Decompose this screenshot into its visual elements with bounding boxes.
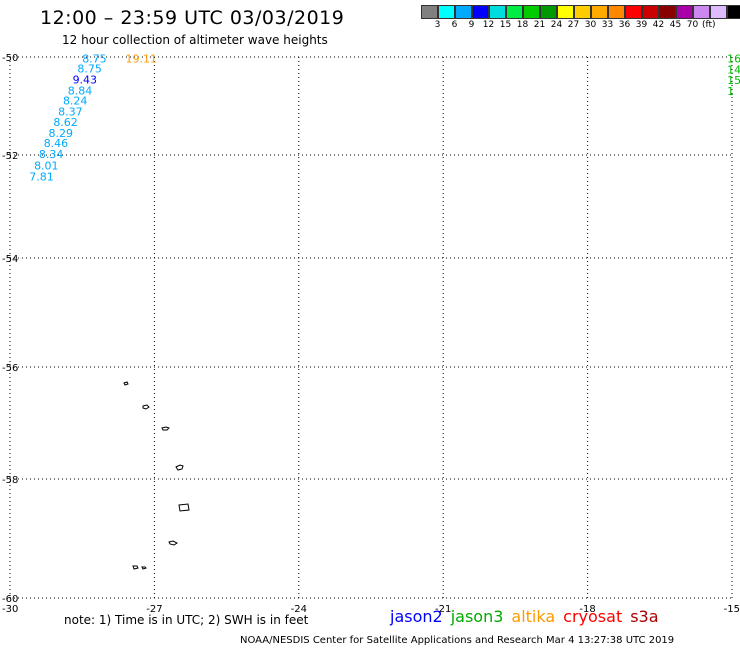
lat-label-5: -60 <box>2 594 18 605</box>
observation-value-13: 16 <box>727 52 740 65</box>
scale-tick-3: 12 <box>482 20 495 30</box>
page-title: 12:00 – 23:59 UTC 03/03/2019 <box>40 7 345 29</box>
scale-swatch-14 <box>659 5 676 19</box>
observation-value-15: 15 <box>727 74 740 87</box>
color-scale-ticks: 3 6 9 12 15 18 21 24 27 30 33 36 39 42 45 70 (ft) <box>429 19 740 31</box>
scale-tick-11: 36 <box>618 20 631 30</box>
observation-value-16: 1 <box>727 85 734 98</box>
island-outline-3 <box>175 464 184 471</box>
satellite-legend: jason2 jason3 altika cryosat s3a <box>390 607 667 626</box>
scale-swatch-9 <box>574 5 591 19</box>
observation-value-9: 8.34 <box>39 148 64 161</box>
scale-swatch-5 <box>506 5 523 19</box>
color-scale-swatches <box>421 5 740 19</box>
scale-tick-2: 9 <box>468 20 475 30</box>
observation-value-10: 8.01 <box>34 159 59 172</box>
island-outline-6 <box>132 565 139 570</box>
observation-value-12: 19.11 <box>126 52 157 65</box>
lon-label-0: -30 <box>2 604 18 615</box>
south-sandwich-islands <box>123 381 190 570</box>
scale-swatch-17 <box>710 5 727 19</box>
lat-label-1: -52 <box>2 151 18 162</box>
scale-swatch-0 <box>421 5 438 19</box>
scale-swatch-11 <box>608 5 625 19</box>
observation-value-4: 8.24 <box>63 95 88 108</box>
lon-label-5: -15 <box>724 604 740 615</box>
observation-value-2: 9.43 <box>73 74 98 87</box>
observation-value-6: 8.62 <box>53 116 78 129</box>
island-outline-2 <box>161 426 170 431</box>
scale-tick-5: 18 <box>516 20 529 30</box>
island-outline-5 <box>168 540 178 546</box>
scale-swatch-3 <box>472 5 489 19</box>
scale-swatch-15 <box>676 5 693 19</box>
scale-tick-13: 42 <box>652 20 665 30</box>
scale-tick-15: 70 <box>686 20 699 30</box>
scale-tick-14: 45 <box>669 20 682 30</box>
scale-tick-10: 33 <box>601 20 614 30</box>
scale-swatch-4 <box>489 5 506 19</box>
scale-swatch-12 <box>625 5 642 19</box>
observation-value-3: 8.84 <box>68 84 93 97</box>
footer-credit: NOAA/NESDIS Center for Satellite Applica… <box>240 635 675 646</box>
scale-tick-6: 21 <box>533 20 546 30</box>
legend-cryosat: cryosat <box>563 607 623 626</box>
lat-label-0: -50 <box>2 53 18 64</box>
legend-altika: altika <box>511 607 556 626</box>
lat-label-3: -56 <box>2 363 18 374</box>
legend-s3a: s3a <box>630 607 659 626</box>
scale-tick-4: 15 <box>499 20 512 30</box>
scale-tick-7: 24 <box>550 20 563 30</box>
scale-tick-12: 39 <box>635 20 648 30</box>
island-outline-0 <box>123 381 129 386</box>
observation-value-7: 8.29 <box>49 127 74 140</box>
footer-note: note: 1) Time is in UTC; 2) SWH is in fe… <box>64 613 309 627</box>
observation-value-8: 8.46 <box>44 137 68 150</box>
lon-label-1: -27 <box>146 604 162 615</box>
lat-label-2: -54 <box>2 254 18 265</box>
island-outline-4 <box>178 503 190 512</box>
scale-tick-9: 30 <box>584 20 597 30</box>
axis-labels: -50 -52 -54 -56 -58 -60-30 -27 -24 -21 -18 -15 <box>2 53 740 615</box>
grid-lines <box>9 56 733 599</box>
scale-swatch-6 <box>523 5 540 19</box>
lon-label-2: -24 <box>291 604 307 615</box>
observation-value-11: 7.81 <box>29 171 54 184</box>
scale-tick-1: 6 <box>451 20 458 30</box>
wave-height-observations: 8.758.759.438.848.248.378.628.298.468.34… <box>29 52 740 183</box>
scale-tick-0: 3 <box>434 20 441 30</box>
scale-swatch-10 <box>591 5 608 19</box>
scale-tick-8: 27 <box>567 20 580 30</box>
scale-unit: (ft) <box>702 20 716 30</box>
observation-value-0: 8.75 <box>82 52 107 65</box>
scale-swatch-2 <box>455 5 472 19</box>
scale-swatch-1 <box>438 5 455 19</box>
color-scale: 3 6 9 12 15 18 21 24 27 30 33 36 39 42 45 70 (ft) <box>421 5 740 31</box>
scale-swatch-16 <box>693 5 710 19</box>
scale-swatch-7 <box>540 5 557 19</box>
island-outline-1 <box>142 404 150 410</box>
scale-swatch-18 <box>727 5 740 19</box>
lat-label-4: -58 <box>2 475 18 486</box>
lon-label-3: -21 <box>435 604 451 615</box>
scale-swatch-8 <box>557 5 574 19</box>
island-outline-7 <box>141 566 147 570</box>
observation-value-1: 8.75 <box>77 62 102 75</box>
legend-jason3: jason3 <box>450 607 504 626</box>
scale-swatch-13 <box>642 5 659 19</box>
lon-label-4: -18 <box>579 604 595 615</box>
observation-value-14: 14 <box>727 63 740 76</box>
observation-value-5: 8.37 <box>58 105 82 118</box>
page-subtitle: 12 hour collection of altimeter wave hei… <box>62 33 328 47</box>
legend-jason2: jason2 <box>390 607 443 626</box>
